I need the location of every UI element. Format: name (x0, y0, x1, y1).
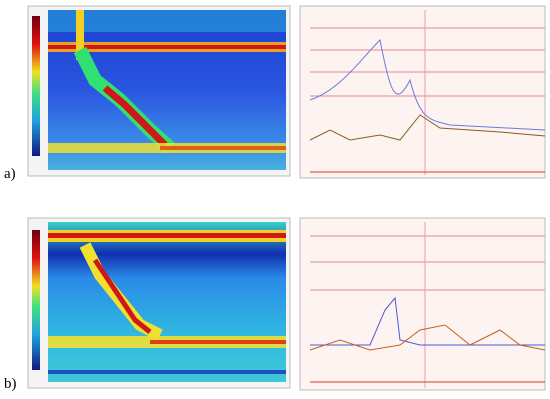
trace (309, 324, 546, 351)
heatmap-band (160, 146, 286, 150)
panel-label: a) (4, 166, 16, 182)
heatmap-band (48, 45, 286, 49)
trace (310, 296, 545, 346)
panel-b: b) (4, 217, 546, 392)
heatmap-band (48, 370, 286, 374)
trace (309, 38, 546, 131)
panel-a: a) (4, 5, 546, 182)
panel-label: b) (4, 376, 17, 392)
traces-panel (299, 5, 546, 179)
heatmap-wave (102, 85, 168, 148)
heatmap-band (76, 10, 84, 60)
colorbar (32, 230, 40, 370)
heatmap-band (48, 10, 286, 32)
heatmap-band (150, 340, 286, 344)
trace (309, 114, 546, 141)
heatmap-wave (92, 258, 152, 334)
colorbar (32, 16, 40, 156)
heatmap-band (48, 233, 286, 238)
traces-panel (299, 217, 546, 391)
